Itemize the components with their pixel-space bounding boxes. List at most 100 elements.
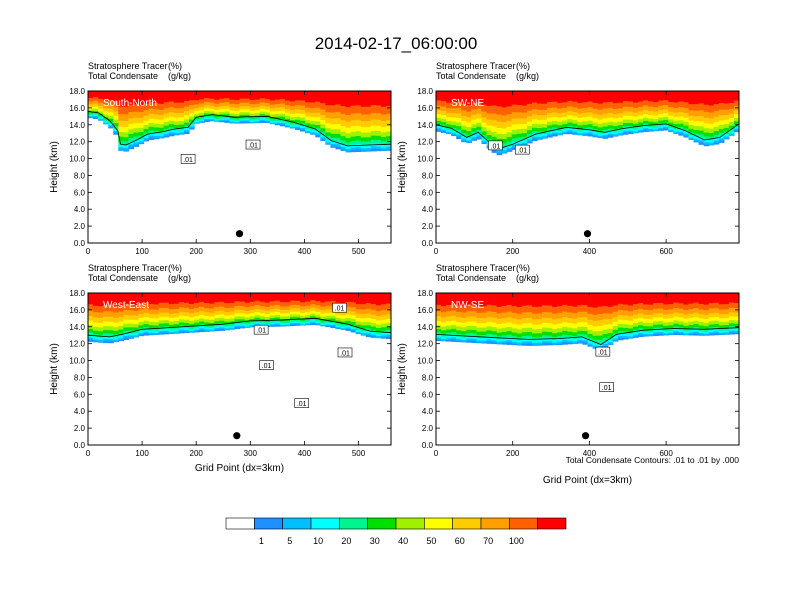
tracer-band [340,105,347,114]
tracer-band [143,293,150,303]
tracer-band [471,102,477,110]
tracer-band [506,341,513,345]
tracer-band [284,301,291,307]
tracer-band [668,106,674,112]
tracer-band [592,335,599,340]
tracer-band [229,121,236,123]
tracer-band [638,110,644,116]
tracer-band [269,107,276,112]
contour-label-box [599,382,614,392]
tracer-band [728,307,735,313]
tracer-band [506,304,513,312]
tracer-band [683,135,690,138]
tracer-band [320,138,326,142]
tracer-band [178,120,185,125]
tracer-band [486,293,493,305]
tracer-band [315,316,321,320]
tracer-band [315,314,321,318]
tracer-band [330,293,337,301]
tracer-band [648,100,654,107]
tracer-band [537,119,543,125]
tracer-band [335,146,342,150]
tracer-band [501,142,508,148]
tracer-band [607,101,614,108]
tracer-band [678,312,685,318]
tracer-band [194,103,200,108]
tracer-band [582,112,589,118]
tracer-band [330,118,337,125]
tracer-band [300,321,306,325]
tracer-band [627,122,634,126]
tracer-band [93,336,99,340]
tracer-band [723,333,730,335]
tracer-band [199,320,205,325]
tracer-band [678,115,685,121]
tracer-band [703,314,710,319]
tracer-band [446,102,452,109]
tracer-band [511,91,518,105]
tracer-band [693,91,700,105]
tracer-band [708,142,715,145]
tracer-band [648,105,654,111]
tracer-band [290,316,296,320]
tracer-band [567,342,573,345]
tracer-band [380,140,387,145]
tracer-band [108,316,114,322]
tracer-band [471,310,477,317]
tracer-band [708,293,715,304]
tracer-band [108,340,114,344]
tracer-band [158,328,165,332]
tracer-band [264,321,271,324]
tracer-band [572,111,578,117]
tracer-band [471,138,477,141]
tracer-band [471,293,477,305]
tracer-band [234,91,241,101]
tracer-band [703,293,710,305]
tracer-band [269,91,276,101]
tracer-band [113,125,119,129]
tracer-band [365,317,372,322]
tracer-band [244,105,251,110]
tracer-band [269,122,276,125]
tracer-band [511,137,518,143]
tracer-band [305,119,311,124]
tracer-band [350,314,357,319]
tracer-band [718,91,725,103]
tracer-band [733,302,739,309]
tracer-band [219,305,225,311]
y-tick-label: 0.0 [74,239,86,248]
tracer-band [678,333,685,336]
tracer-band [335,324,342,327]
tracer-band [461,339,467,342]
tracer-band [370,331,377,335]
tracer-band [305,122,311,127]
tracer-band [355,91,362,106]
tracer-band [93,338,99,342]
tracer-band [239,116,246,119]
tracer-band [133,310,140,316]
tracer-band [380,136,387,142]
tracer-band [688,124,695,129]
tracer-band [668,124,674,128]
y-tick-label: 16.0 [417,306,433,315]
tracer-band [173,320,180,325]
tracer-band [385,313,391,319]
tracer-band [612,311,619,317]
tracer-band [108,126,114,129]
tracer-band [118,136,124,141]
tracer-band [103,104,109,109]
tracer-band [501,311,508,319]
tracer-band [183,122,190,126]
tracer-band [153,321,160,326]
tracer-band [295,300,301,305]
tracer-band [274,300,281,305]
tracer-band [290,307,296,312]
tracer-band [648,110,654,115]
tracer-band [98,317,104,323]
tracer-band [234,121,241,124]
contour-label: .01 [491,143,501,150]
tracer-band [204,112,210,116]
tracer-band [320,322,326,325]
tracer-band [375,112,382,120]
x-tick-label: 500 [352,247,366,256]
